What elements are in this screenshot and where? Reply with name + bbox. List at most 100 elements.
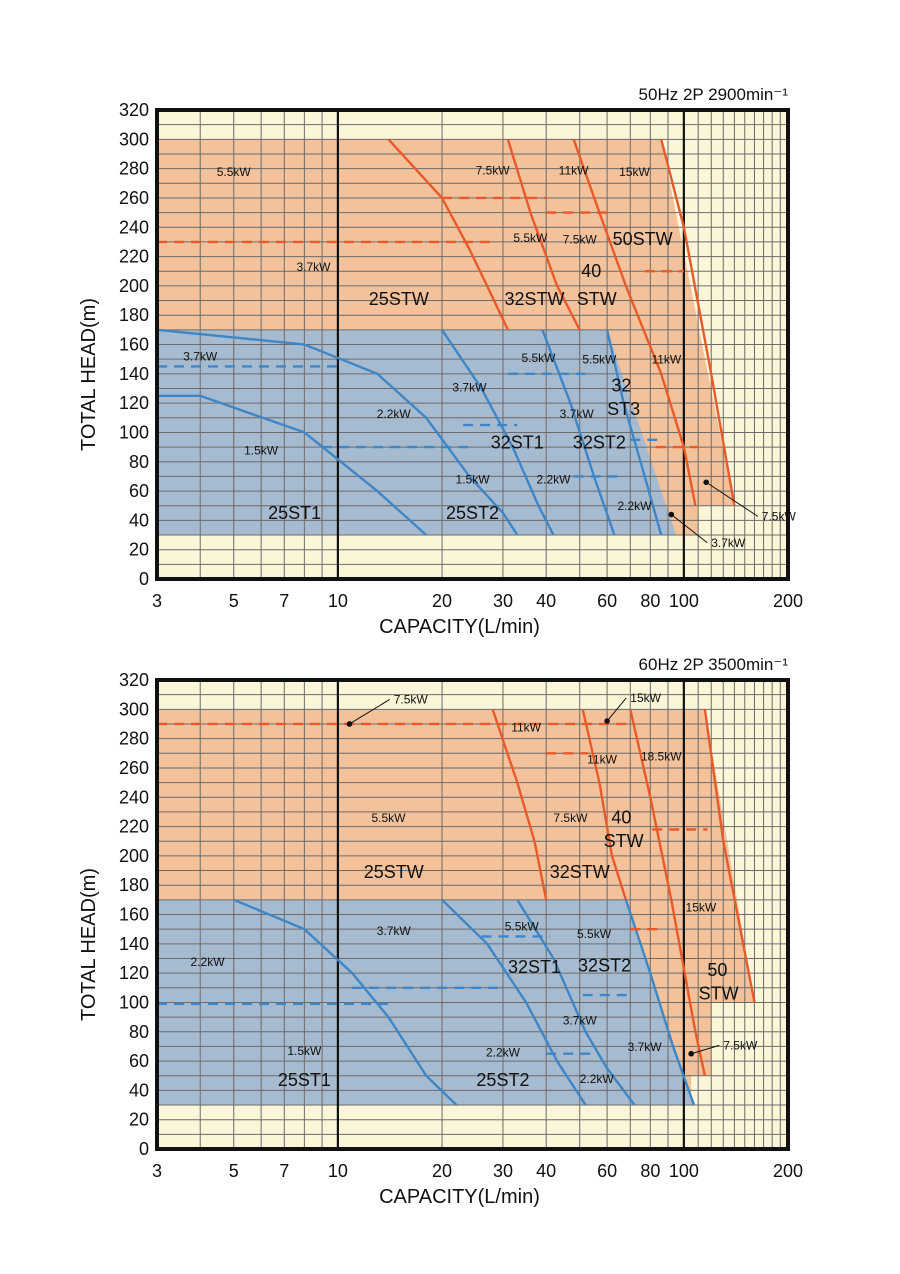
region-label: 15kW [686,901,717,915]
x-tick-label: 60 [597,1161,617,1181]
region-label: 25STW [364,862,424,882]
y-tick-label: 120 [119,393,149,413]
region-label: 7.5kW [476,163,511,177]
y-tick-label: 120 [119,963,149,983]
callout-leader [691,1044,720,1055]
performance-curve [516,899,636,1106]
y-tick-label: 200 [119,276,149,296]
x-tick-label: 30 [493,591,513,611]
y-tick-label: 260 [119,188,149,208]
region-label: 32ST2 [578,956,631,976]
callout-label: 7.5kW [723,1038,758,1052]
region-label: 5.5kW [217,165,252,179]
x-tick-label: 10 [328,1161,348,1181]
region-label: 11kW [587,753,617,767]
x-axis-label: CAPACITY(L/min) [379,1186,540,1208]
y-tick-label: 300 [119,129,149,149]
region-label: 2.2kW [617,499,652,513]
y-tick-label: 20 [129,540,149,560]
y-tick-label: 20 [129,1110,149,1130]
y-tick-label: 60 [129,1051,149,1071]
x-tick-label: 200 [773,1161,803,1181]
region-label: 50STW [613,229,673,249]
callout-leader [671,514,708,544]
region-label: 25ST2 [446,503,499,523]
y-axis-label: TOTAL HEAD(m) [78,868,100,1021]
region-label: 3.7kW [183,350,218,364]
region-label: 5.5kW [521,351,556,365]
x-tick-label: 80 [640,1161,660,1181]
callout-label: 7.5kW [394,692,429,706]
y-tick-label: 220 [119,247,149,267]
x-tick-label: 100 [669,591,699,611]
y-tick-label: 0 [139,1139,149,1159]
performance-curve [441,898,587,1106]
performance-curve [703,709,756,1003]
callout-leader [349,699,390,725]
x-tick-label: 7 [279,591,289,611]
y-tick-label: 280 [119,729,149,749]
callout-label: 7.5kW [762,509,797,523]
region-stw [157,709,755,1105]
y-tick-label: 60 [129,481,149,501]
region-label: 3.7kW [628,1040,663,1054]
region-label: 18.5kW [641,750,682,764]
region-label: STW [577,289,617,309]
performance-curve [387,138,509,331]
performance-curve [629,709,707,1076]
x-tick-label: 40 [536,591,556,611]
performance-curve [541,329,616,536]
region-label: 1.5kW [244,443,279,457]
region-label: 32STW [550,862,610,882]
chart-0: 0 20 40 60 80 100 120 140 160 180 200 220 240 260 280 3… [78,85,803,638]
x-tick-label: 10 [328,591,348,611]
performance-curve [441,329,555,536]
y-axis-label: TOTAL HEAD(m) [78,298,100,451]
region-label: 32ST1 [508,957,561,977]
y-tick-label: 180 [119,305,149,325]
region-label: 5.5kW [513,231,548,245]
y-tick-label: 300 [119,699,149,719]
x-tick-label: 5 [229,1161,239,1181]
region-label: 3.7kW [452,380,487,394]
y-tick-label: 160 [119,335,149,355]
x-tick-label: 100 [669,1161,699,1181]
y-tick-label: 0 [139,569,149,589]
region-label: 5.5kW [505,920,540,934]
y-tick-label: 320 [119,100,149,120]
y-tick-label: 100 [119,422,149,442]
y-tick-label: 320 [119,670,149,690]
performance-curve [581,709,628,901]
y-tick-label: 160 [119,905,149,925]
y-tick-label: 240 [119,217,149,237]
region-label: 11kW [651,353,681,367]
x-tick-label: 3 [152,1161,162,1181]
region-label: 32ST1 [491,433,544,453]
callout-leader [705,481,759,517]
y-tick-label: 80 [129,452,149,472]
x-tick-label: 3 [152,591,162,611]
region-label: 5.5kW [577,927,612,941]
y-tick-label: 260 [119,758,149,778]
performance-curve [491,708,548,901]
performance-curve [660,139,736,506]
performance-curve [624,899,696,1106]
y-tick-label: 280 [119,159,149,179]
region-label: 25STW [369,289,429,309]
x-tick-label: 5 [229,591,239,611]
chart-1: 0 20 40 60 80 100 120 140 160 180 200 220 240 260 280 3… [78,655,803,1208]
region-label: STW [699,984,739,1004]
x-tick-label: 60 [597,591,617,611]
callout-label: 15kW [630,691,661,705]
region-label: 32ST2 [573,433,626,453]
chart-title: 50Hz 2P 2900min⁻¹ [639,85,789,104]
callout-leader [606,697,627,722]
callout-label: 3.7kW [711,536,746,550]
y-tick-label: 220 [119,817,149,837]
region-label: 5.5kW [582,353,617,367]
x-tick-label: 40 [536,1161,556,1181]
region-label: 3.7kW [296,260,331,274]
plot-frame [155,108,790,581]
region-label: 1.5kW [456,473,491,487]
